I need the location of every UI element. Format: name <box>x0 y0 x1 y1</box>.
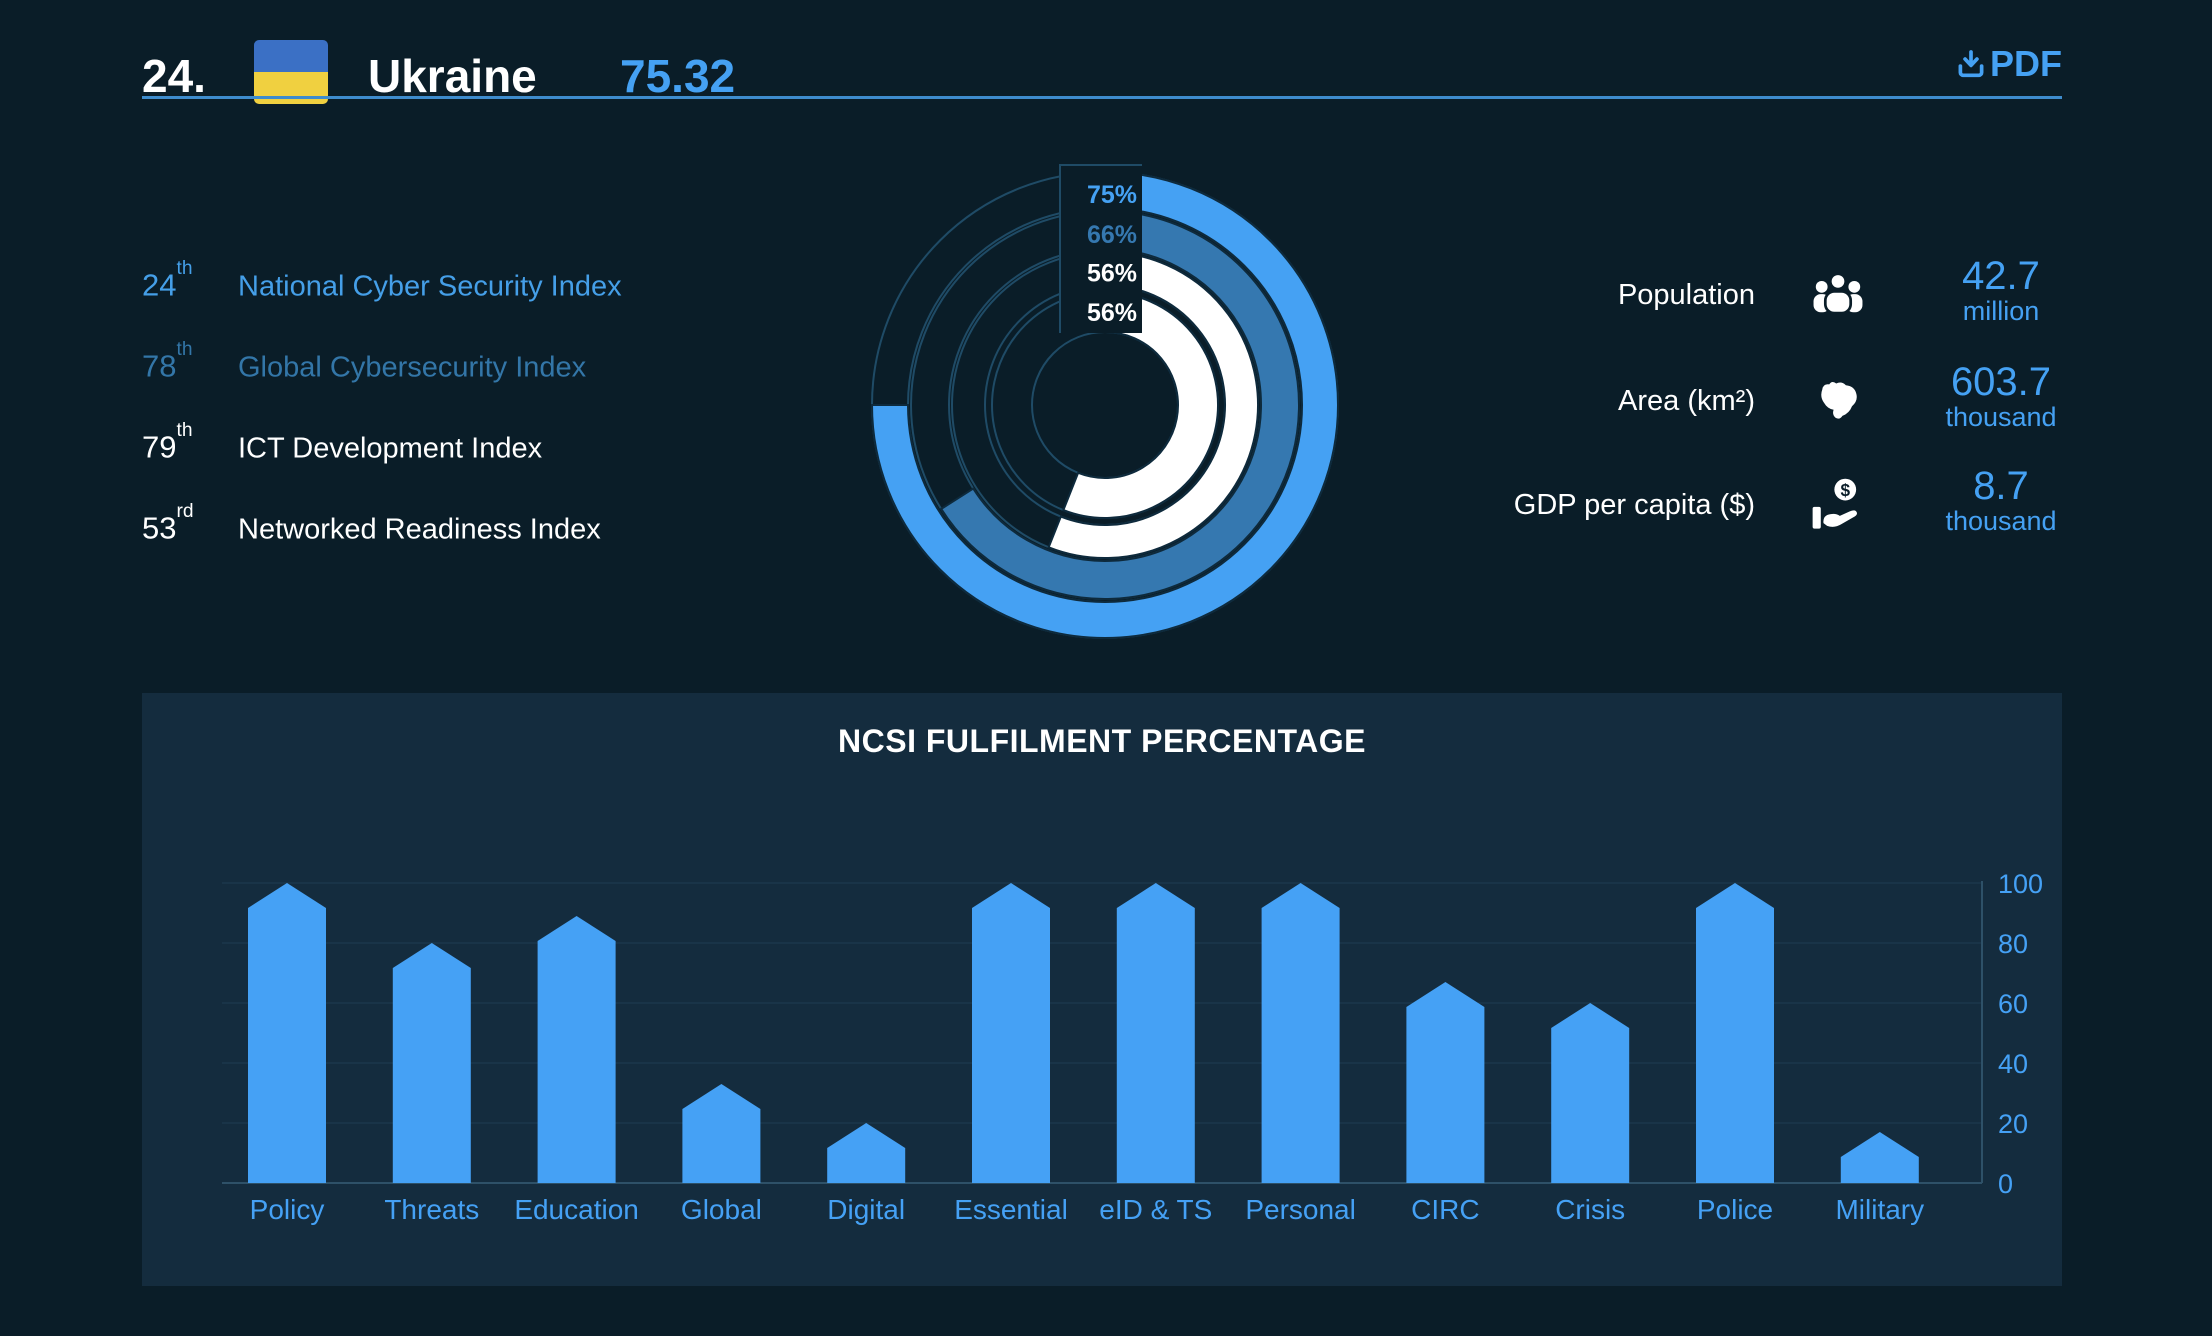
bar-police <box>1696 883 1774 1183</box>
download-icon <box>1954 47 1988 81</box>
map-icon <box>1808 371 1868 431</box>
ring-arc <box>870 170 1339 639</box>
fulfilment-bar-chart: 0 20 40 60 80 100 Policy Threats Education Global… <box>222 869 2043 1225</box>
country-rank: 24. <box>142 50 206 102</box>
stat-row-population: Population 42.7 million <box>1430 255 2062 335</box>
ring-arc <box>939 209 1300 600</box>
money-hand-icon: $ <box>1808 475 1868 535</box>
ranking-ordinal: 24th <box>142 258 193 303</box>
bar-category-label: CIRC <box>1411 1194 1479 1225</box>
y-tick-label: 20 <box>1998 1109 2028 1139</box>
bar-category-label: Global <box>681 1194 762 1225</box>
ranking-label: ICT Development Index <box>238 432 543 465</box>
bar-threats <box>392 943 471 1183</box>
radial-progress-chart: 75% 66% 56% 56% <box>870 164 1339 639</box>
ranking-label: Networked Readiness Index <box>238 513 601 546</box>
ncsi-fulfilment-panel: NCSI FULFILMENT PERCENTAGE 0 20 40 60 80 100 P… <box>142 693 2062 1286</box>
bar-eid-ts <box>1116 883 1195 1183</box>
bar-digital <box>827 1123 906 1183</box>
ranking-label: Global Cybersecurity Index <box>238 351 587 384</box>
bar-category-label: Policy <box>250 1194 325 1225</box>
ring-arc <box>1047 250 1259 559</box>
y-tick-label: 40 <box>1998 1049 2028 1079</box>
bar-category-label: Crisis <box>1555 1194 1625 1225</box>
ranking-row-ncsi[interactable]: 24th National Cyber Security Index <box>142 258 622 302</box>
ukraine-flag-icon <box>254 40 328 104</box>
country-score: 75.32 <box>620 50 736 102</box>
stat-unit: thousand <box>1945 506 2057 536</box>
pdf-button-label: PDF <box>1990 43 2062 84</box>
y-tick-label: 80 <box>1998 929 2028 959</box>
stat-label: GDP per capita ($) <box>1513 488 1755 521</box>
bar-category-label: Personal <box>1245 1194 1356 1225</box>
bar-policy <box>248 883 326 1183</box>
bar-category-label: Threats <box>384 1194 479 1225</box>
ranking-row-idi[interactable]: 79th ICT Development Index <box>142 420 542 464</box>
stat-value: 603.7 <box>1950 360 2052 404</box>
ring-percent-label: 56% <box>1087 260 1137 288</box>
stat-label: Population <box>1617 278 1755 311</box>
download-pdf-button[interactable]: PDF <box>1954 44 2062 84</box>
header-divider <box>142 96 2062 99</box>
flag-yellow-stripe <box>254 72 328 104</box>
bar-category-label: Police <box>1697 1194 1773 1225</box>
ranking-ordinal: 53rd <box>142 501 194 546</box>
y-tick-label: 100 <box>1998 869 2043 899</box>
bar-category-label: Essential <box>954 1194 1068 1225</box>
ring-percent-label: 75% <box>1087 181 1137 209</box>
bar-education <box>537 916 616 1183</box>
bar-crisis <box>1551 1003 1630 1183</box>
stat-row-area: Area (km²) 603.7 thousand <box>1430 361 2062 441</box>
ranking-row-gci[interactable]: 78th Global Cybersecurity Index <box>142 339 586 383</box>
stat-label: Area (km²) <box>1618 384 1755 417</box>
ranking-ordinal: 79th <box>142 420 193 465</box>
stat-row-gdp: GDP per capita ($) $ 8.7 thousand <box>1430 465 2062 545</box>
stat-value-block: 8.7 thousand <box>1905 465 2097 535</box>
stat-value-block: 603.7 thousand <box>1905 361 2097 431</box>
ranking-label: National Cyber Security Index <box>238 270 622 303</box>
bar-essential <box>972 883 1050 1183</box>
bar-circ <box>1406 982 1485 1183</box>
stat-value: 8.7 <box>1973 464 2029 508</box>
bar-military <box>1840 1132 1919 1183</box>
stat-unit: million <box>1962 296 2040 326</box>
ring-percent-label: 66% <box>1087 221 1137 249</box>
ring-arc <box>1062 290 1219 519</box>
flag-blue-stripe <box>254 40 328 72</box>
bar-personal <box>1261 883 1340 1183</box>
people-icon <box>1808 265 1868 325</box>
svg-text:$: $ <box>1840 480 1850 500</box>
bar-category-label: Education <box>514 1194 639 1225</box>
ranking-row-nri[interactable]: 53rd Networked Readiness Index <box>142 501 601 545</box>
country-name: Ukraine <box>368 50 537 102</box>
y-tick-label: 0 <box>1998 1169 2013 1199</box>
stat-value-block: 42.7 million <box>1905 255 2097 325</box>
chart-title: NCSI FULFILMENT PERCENTAGE <box>838 723 1366 759</box>
label-notch <box>1060 165 1142 333</box>
bar-category-label: Digital <box>827 1194 905 1225</box>
stat-value: 42.7 <box>1962 254 2040 298</box>
bar-category-label: eID & TS <box>1099 1194 1212 1225</box>
ring-percent-label: 56% <box>1087 299 1137 327</box>
ranking-ordinal: 78th <box>142 339 193 384</box>
bar-category-label: Military <box>1835 1194 1924 1225</box>
stat-unit: thousand <box>1945 402 2057 432</box>
bar-global <box>682 1084 761 1183</box>
y-tick-label: 60 <box>1998 989 2028 1019</box>
